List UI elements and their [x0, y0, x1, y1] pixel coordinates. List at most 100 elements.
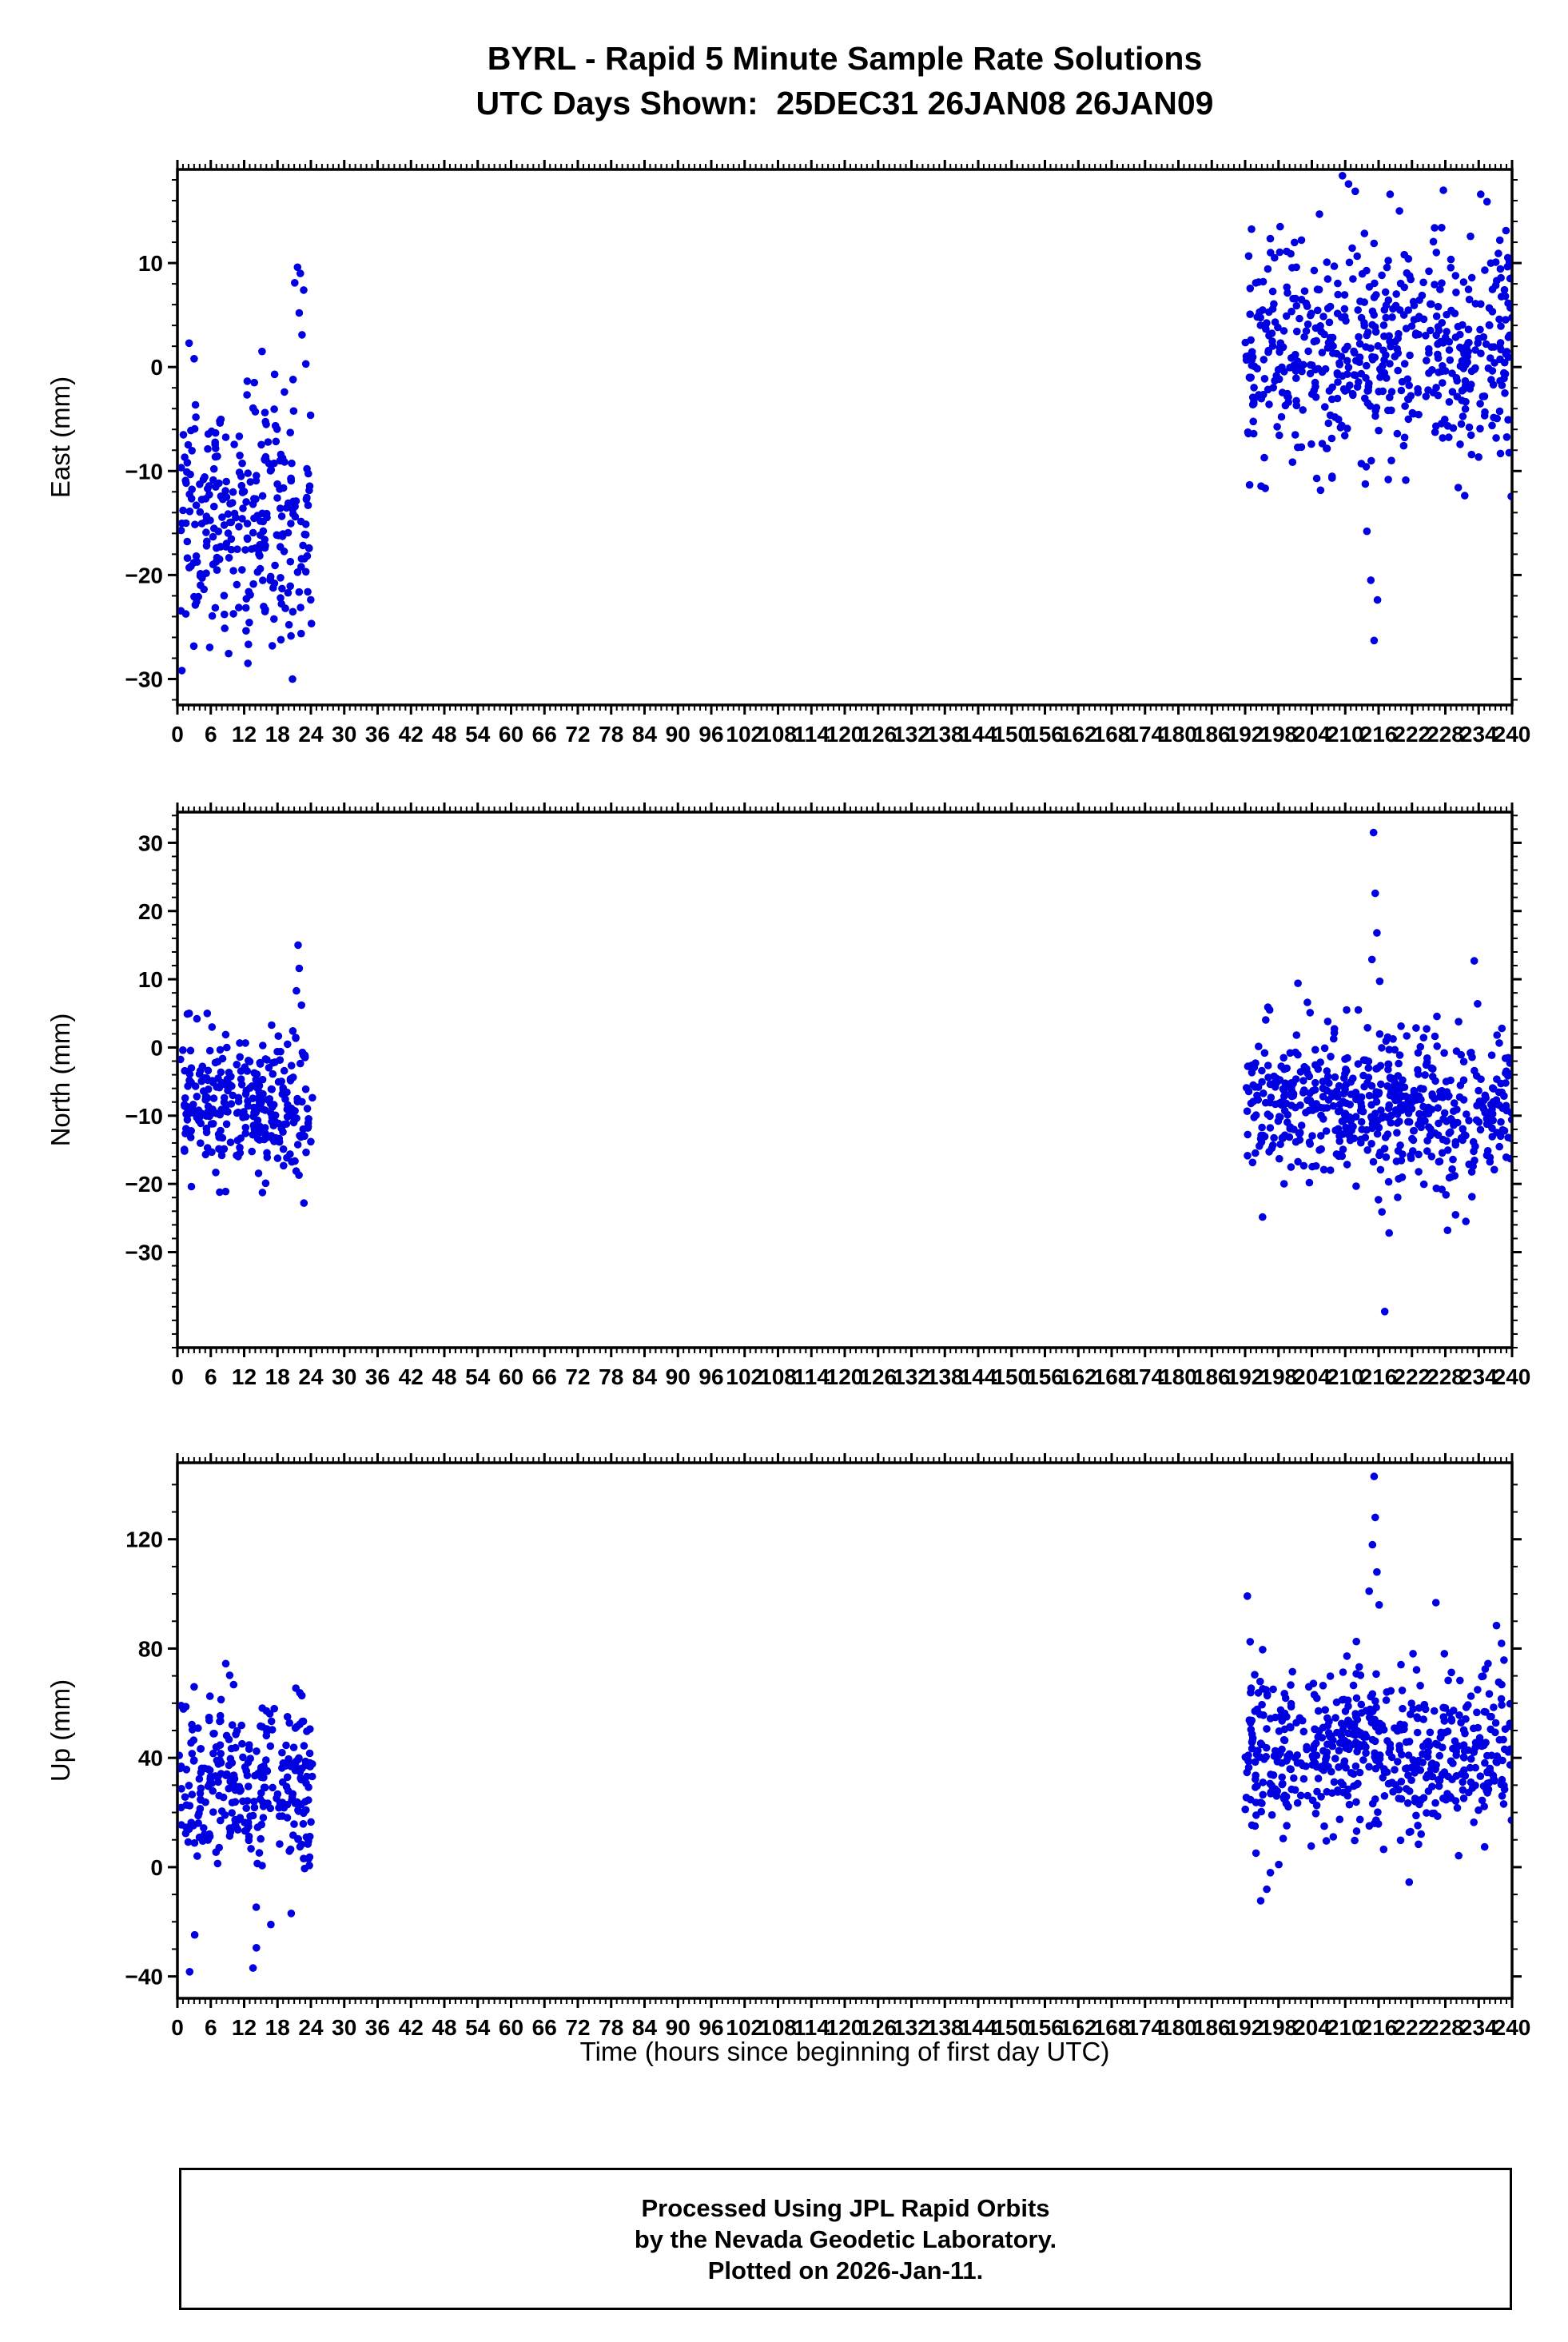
- y-tick-label: 40: [138, 1746, 163, 1770]
- x-tick-label: 54: [465, 722, 491, 747]
- x-tick-label: 210: [1327, 722, 1364, 747]
- x-tick-label: 12: [232, 722, 257, 747]
- x-axis-label: Time (hours since beginning of first day…: [579, 2037, 1110, 2066]
- x-tick-label: 138: [926, 722, 964, 747]
- y-tick-label: 10: [138, 967, 163, 992]
- x-tick-label: 132: [893, 722, 930, 747]
- x-tick-label: 0: [171, 722, 184, 747]
- x-tick-label: 78: [599, 722, 623, 747]
- x-tick-label: 132: [893, 2015, 930, 2040]
- x-tick-label: 108: [759, 722, 797, 747]
- y-tick-label: 120: [125, 1527, 163, 1552]
- x-tick-label: 162: [1060, 2015, 1097, 2040]
- x-tick-label: 54: [465, 1364, 491, 1389]
- x-tick-label: 24: [298, 1364, 324, 1389]
- x-tick-label: 234: [1460, 722, 1498, 747]
- x-tick-label: 42: [399, 722, 424, 747]
- x-tick-label: 198: [1260, 1364, 1297, 1389]
- x-tick-label: 84: [632, 2015, 658, 2040]
- x-tick-label: 222: [1393, 2015, 1431, 2040]
- x-tick-label: 18: [265, 1364, 290, 1389]
- x-tick-label: 156: [1026, 722, 1064, 747]
- x-tick-label: 24: [298, 2015, 324, 2040]
- x-tick-label: 84: [632, 1364, 658, 1389]
- x-tick-label: 108: [759, 2015, 797, 2040]
- x-tick-label: 228: [1427, 2015, 1464, 2040]
- panel-1: 0 6 12 18 24 30 36 42 48 54 60 66 72 78 84 90 96 10210811…: [125, 803, 1531, 1389]
- x-tick-label: 78: [599, 1364, 623, 1389]
- y-tick-label: 0: [150, 1035, 163, 1060]
- x-tick-label: 96: [698, 722, 723, 747]
- x-tick-label: 138: [926, 1364, 964, 1389]
- x-tick-label: 102: [726, 1364, 763, 1389]
- x-tick-label: 174: [1126, 722, 1164, 747]
- x-tick-label: 66: [532, 2015, 557, 2040]
- x-tick-label: 12: [232, 1364, 257, 1389]
- x-tick-label: 60: [499, 2015, 523, 2040]
- y-tick-label: −10: [125, 459, 164, 484]
- x-tick-label: 162: [1060, 722, 1097, 747]
- x-tick-label: 132: [893, 1364, 930, 1389]
- x-tick-label: 174: [1126, 2015, 1164, 2040]
- y-axis-label-up: Up (mm): [46, 1679, 75, 1782]
- x-tick-label: 156: [1026, 1364, 1064, 1389]
- x-tick-label: 0: [171, 2015, 184, 2040]
- x-tick-label: 192: [1227, 1364, 1264, 1389]
- x-tick-label: 72: [565, 1364, 590, 1389]
- x-tick-label: 6: [205, 2015, 217, 2040]
- x-tick-label: 90: [666, 1364, 690, 1389]
- y-tick-label: −20: [125, 563, 164, 587]
- x-tick-label: 42: [399, 2015, 424, 2040]
- scatter-points: [178, 828, 1511, 1316]
- x-tick-label: 228: [1427, 722, 1464, 747]
- x-tick-label: 48: [432, 1364, 456, 1389]
- x-tick-label: 126: [859, 1364, 897, 1389]
- footer-line-2: by the Nevada Geodetic Laboratory.: [634, 2225, 1057, 2253]
- plot-title: BYRL - Rapid 5 Minute Sample Rate Soluti…: [487, 40, 1203, 77]
- x-tick-label: 30: [332, 1364, 356, 1389]
- y-tick-label: 80: [138, 1636, 163, 1661]
- x-tick-label: 222: [1393, 1364, 1431, 1389]
- footer-line-1: Processed Using JPL Rapid Orbits: [641, 2193, 1050, 2222]
- x-tick-label: 72: [565, 722, 590, 747]
- x-tick-label: 216: [1360, 1364, 1398, 1389]
- x-tick-label: 198: [1260, 2015, 1297, 2040]
- x-tick-label: 210: [1327, 1364, 1364, 1389]
- x-tick-label: 72: [565, 2015, 590, 2040]
- x-tick-label: 168: [1093, 722, 1131, 747]
- scatter-points: [178, 1472, 1511, 1976]
- x-tick-label: 54: [465, 2015, 491, 2040]
- y-tick-label: −30: [125, 1241, 164, 1265]
- x-tick-label: 180: [1160, 2015, 1197, 2040]
- x-tick-label: 60: [499, 722, 523, 747]
- footer-box: Processed Using JPL Rapid Orbits by the …: [179, 2168, 1512, 2310]
- x-tick-label: 18: [265, 2015, 290, 2040]
- x-tick-label: 114: [794, 722, 830, 747]
- x-tick-label: 150: [993, 2015, 1030, 2040]
- x-tick-label: 144: [960, 2015, 997, 2040]
- x-tick-label: 36: [365, 722, 390, 747]
- x-tick-label: 240: [1494, 1364, 1531, 1389]
- x-tick-label: 48: [432, 722, 456, 747]
- x-tick-label: 12: [232, 2015, 257, 2040]
- x-tick-label: 30: [332, 2015, 356, 2040]
- x-tick-label: 174: [1126, 1364, 1164, 1389]
- x-tick-label: 138: [926, 2015, 964, 2040]
- x-tick-label: 126: [859, 2015, 897, 2040]
- y-tick-label: −20: [125, 1172, 164, 1197]
- x-tick-label: 186: [1193, 1364, 1231, 1389]
- y-tick-label: 0: [150, 1855, 163, 1880]
- x-tick-label: 192: [1227, 722, 1264, 747]
- x-tick-label: 168: [1093, 2015, 1131, 2040]
- x-tick-label: 144: [960, 1364, 997, 1389]
- x-tick-label: 216: [1360, 2015, 1398, 2040]
- x-tick-label: 36: [365, 2015, 390, 2040]
- y-tick-label: 30: [138, 830, 163, 855]
- x-tick-label: 126: [859, 722, 897, 747]
- x-tick-label: 66: [532, 722, 557, 747]
- x-tick-label: 150: [993, 722, 1030, 747]
- x-tick-label: 150: [993, 1364, 1030, 1389]
- x-tick-label: 24: [298, 722, 324, 747]
- x-tick-label: 216: [1360, 722, 1398, 747]
